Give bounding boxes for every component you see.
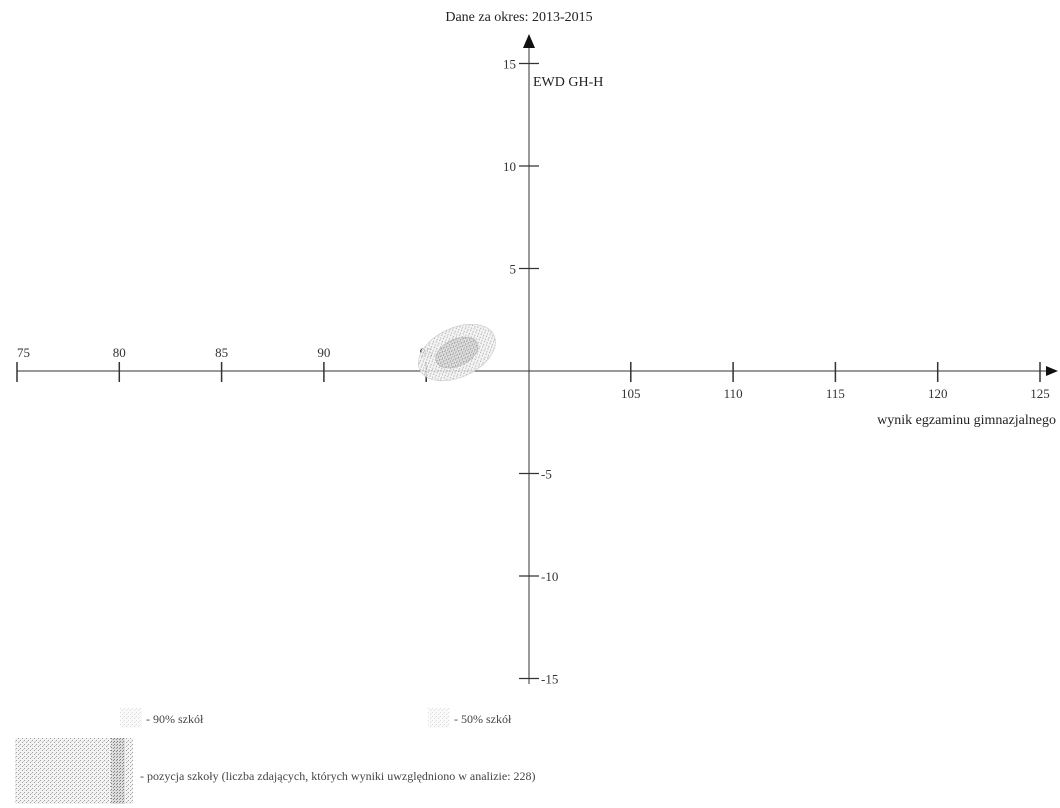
y-tick-label: -10: [541, 569, 558, 584]
y-ticks: -15 -10 -5 5 10 15: [503, 57, 558, 687]
x-axis-arrow: [1046, 366, 1058, 376]
y-tick-label: -15: [541, 672, 558, 687]
x-tick-label: 110: [724, 386, 743, 401]
legend-label: - 50% szkół: [454, 712, 512, 726]
y-tick-label: 15: [503, 57, 516, 72]
y-axis-arrow: [523, 34, 535, 48]
x-tick-label: 120: [928, 386, 948, 401]
school-ellipses: [418, 324, 496, 382]
x-tick-label: 125: [1030, 386, 1050, 401]
y-tick-label: 10: [503, 159, 516, 174]
legend-swatch: [428, 708, 450, 728]
y-axis-label: EWD GH-H: [533, 75, 603, 90]
legend-label: - pozycja szkoły (liczba zdających, któr…: [140, 769, 536, 783]
legend-label: - 90% szkół: [146, 712, 204, 726]
x-ticks: 7580859095105110115120125: [16, 345, 1050, 401]
x-tick-label: 90: [317, 345, 330, 360]
legend-swatch: [120, 708, 142, 728]
legend-swatch-dark: [111, 738, 125, 804]
x-tick-label: 115: [826, 386, 845, 401]
chart-title: Dane za okres: 2013-2015: [445, 10, 592, 25]
x-axis-label: wynik egzaminu gimnazjalnego: [877, 413, 1056, 428]
y-tick-label: 5: [510, 262, 517, 277]
x-tick-label: 80: [113, 345, 126, 360]
x-tick-label: 105: [621, 386, 641, 401]
ellipse-50pct: [435, 336, 479, 369]
x-tick-label: 75: [17, 345, 30, 360]
x-tick-label: 85: [215, 345, 228, 360]
legend: - 90% szkół - 50% szkół - pozycja szkoły (…: [15, 708, 536, 804]
y-tick-label: -5: [541, 467, 552, 482]
